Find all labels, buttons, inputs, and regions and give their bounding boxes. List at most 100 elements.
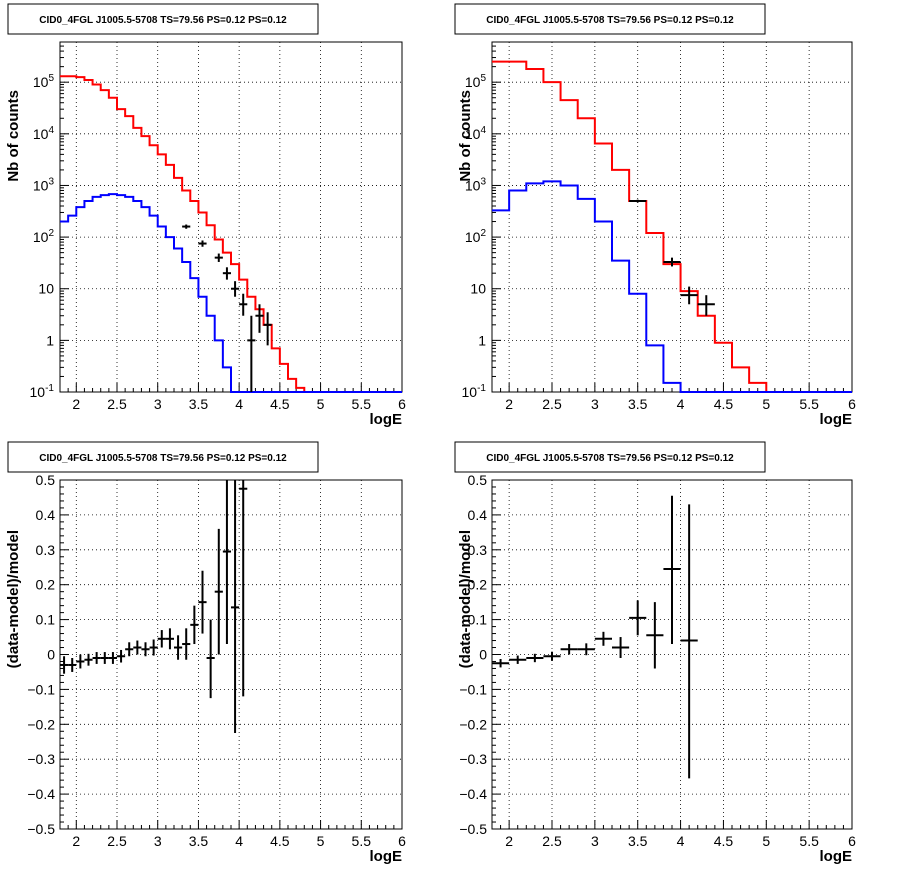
data-point: [214, 528, 223, 655]
series-line-2: [492, 180, 852, 393]
data-point: [697, 295, 715, 316]
data-point: [231, 480, 240, 734]
y-tick-label: 103: [33, 176, 55, 193]
grid: [492, 42, 853, 393]
x-tick-label: 6: [848, 396, 856, 412]
data-point: [680, 286, 698, 305]
data-point: [239, 480, 248, 697]
y-tick-label: 10-1: [462, 383, 487, 400]
series-line-1: [60, 75, 402, 393]
x-axis-label: logE: [370, 848, 403, 865]
x-tick-label: 3.5: [189, 833, 209, 849]
x-tick-label: 4.5: [714, 396, 734, 412]
data-point: [92, 652, 101, 664]
data-point: [263, 312, 272, 346]
data-point: [222, 267, 231, 280]
x-tick-label: 5: [762, 396, 770, 412]
chart-panel-2: CID0_4FGL J1005.5-5708 TS=79.56 PS=0.12 …: [454, 3, 856, 428]
y-axis: −0.5 −0.4 −0.3 −0.2 −0.1 0 0.1 0.2 0.3 0.4 0.5 (dat…: [457, 472, 501, 837]
data-point: [165, 628, 174, 650]
y-axis-label: Nb of counts: [5, 90, 22, 182]
y-tick-label: 1: [46, 332, 54, 348]
data-point: [239, 293, 248, 316]
x-tick-label: 5.5: [799, 396, 819, 412]
data-point: [612, 637, 630, 658]
data-point: [117, 649, 126, 663]
data-point: [214, 253, 223, 262]
series-group: [492, 495, 698, 779]
grid: [60, 479, 403, 830]
x-tick-label: 6: [848, 833, 856, 849]
x-tick-label: 2: [505, 833, 513, 849]
data-point: [509, 655, 527, 664]
data-point: [100, 652, 109, 664]
y-tick-label: 105: [33, 73, 55, 90]
y-tick-label: 0: [47, 647, 55, 663]
y-tick-label: 10: [38, 281, 54, 297]
data-point: [663, 257, 681, 267]
y-tick-label: 0: [479, 647, 487, 663]
y-tick-label: −0.2: [27, 716, 55, 732]
data-point: [182, 224, 191, 229]
y-tick-label: 0.5: [468, 472, 488, 488]
y-tick-label: −0.4: [27, 786, 55, 802]
plot-frame: [491, 41, 853, 393]
data-point: [255, 304, 264, 333]
y-tick-label: 0.1: [468, 612, 488, 628]
x-tick-label: 3.5: [189, 396, 209, 412]
data-point: [198, 240, 207, 247]
x-tick-label: 2.5: [542, 396, 562, 412]
data-point: [141, 642, 150, 657]
x-tick-label: 4.5: [714, 833, 734, 849]
chart-title: CID0_4FGL J1005.5-5708 TS=79.56 PS=0.12 …: [39, 453, 287, 464]
series-line-1: [492, 60, 852, 393]
x-tick-label: 4: [235, 833, 243, 849]
series-line-2: [60, 193, 402, 393]
y-tick-label: −0.5: [459, 821, 487, 837]
y-tick-label: 10-1: [30, 383, 55, 400]
y-tick-label: 0.5: [36, 472, 56, 488]
chart-panel-3: CID0_4FGL J1005.5-5708 TS=79.56 PS=0.12 …: [5, 441, 406, 865]
x-tick-label: 4: [677, 833, 685, 849]
y-tick-label: −0.2: [459, 716, 487, 732]
y-tick-label: 104: [465, 125, 487, 142]
y-tick-label: 102: [33, 228, 55, 245]
series-group: [60, 75, 402, 393]
x-tick-label: 5: [762, 833, 770, 849]
data-point: [190, 605, 199, 645]
data-point: [133, 640, 142, 655]
data-point: [60, 656, 69, 674]
data-point: [629, 199, 647, 203]
x-axis-label: logE: [820, 848, 853, 865]
x-axis-label: logE: [820, 411, 853, 428]
data-point: [174, 635, 183, 660]
x-tick-label: 2.5: [107, 833, 127, 849]
y-tick-label: 0.3: [468, 542, 488, 558]
y-tick-label: 102: [465, 228, 487, 245]
y-tick-label: 103: [465, 176, 487, 193]
x-axis-label: logE: [370, 411, 403, 428]
y-tick-label: 0.2: [468, 577, 488, 593]
data-point: [149, 639, 158, 656]
x-tick-label: 5: [317, 833, 325, 849]
x-tick-label: 2: [72, 833, 80, 849]
chart-title: CID0_4FGL J1005.5-5708 TS=79.56 PS=0.12 …: [486, 453, 734, 464]
data-point: [543, 651, 561, 661]
x-tick-label: 4.5: [270, 833, 290, 849]
y-tick-label: −0.3: [459, 751, 487, 767]
grid: [60, 42, 403, 393]
x-tick-label: 2: [72, 396, 80, 412]
data-point: [157, 630, 166, 648]
data-point: [231, 281, 240, 297]
x-tick-label: 2.5: [107, 396, 127, 412]
x-tick-label: 2.5: [542, 833, 562, 849]
chart-title: CID0_4FGL J1005.5-5708 TS=79.56 PS=0.12 …: [39, 15, 287, 26]
data-point: [526, 653, 544, 663]
x-tick-label: 5: [317, 396, 325, 412]
